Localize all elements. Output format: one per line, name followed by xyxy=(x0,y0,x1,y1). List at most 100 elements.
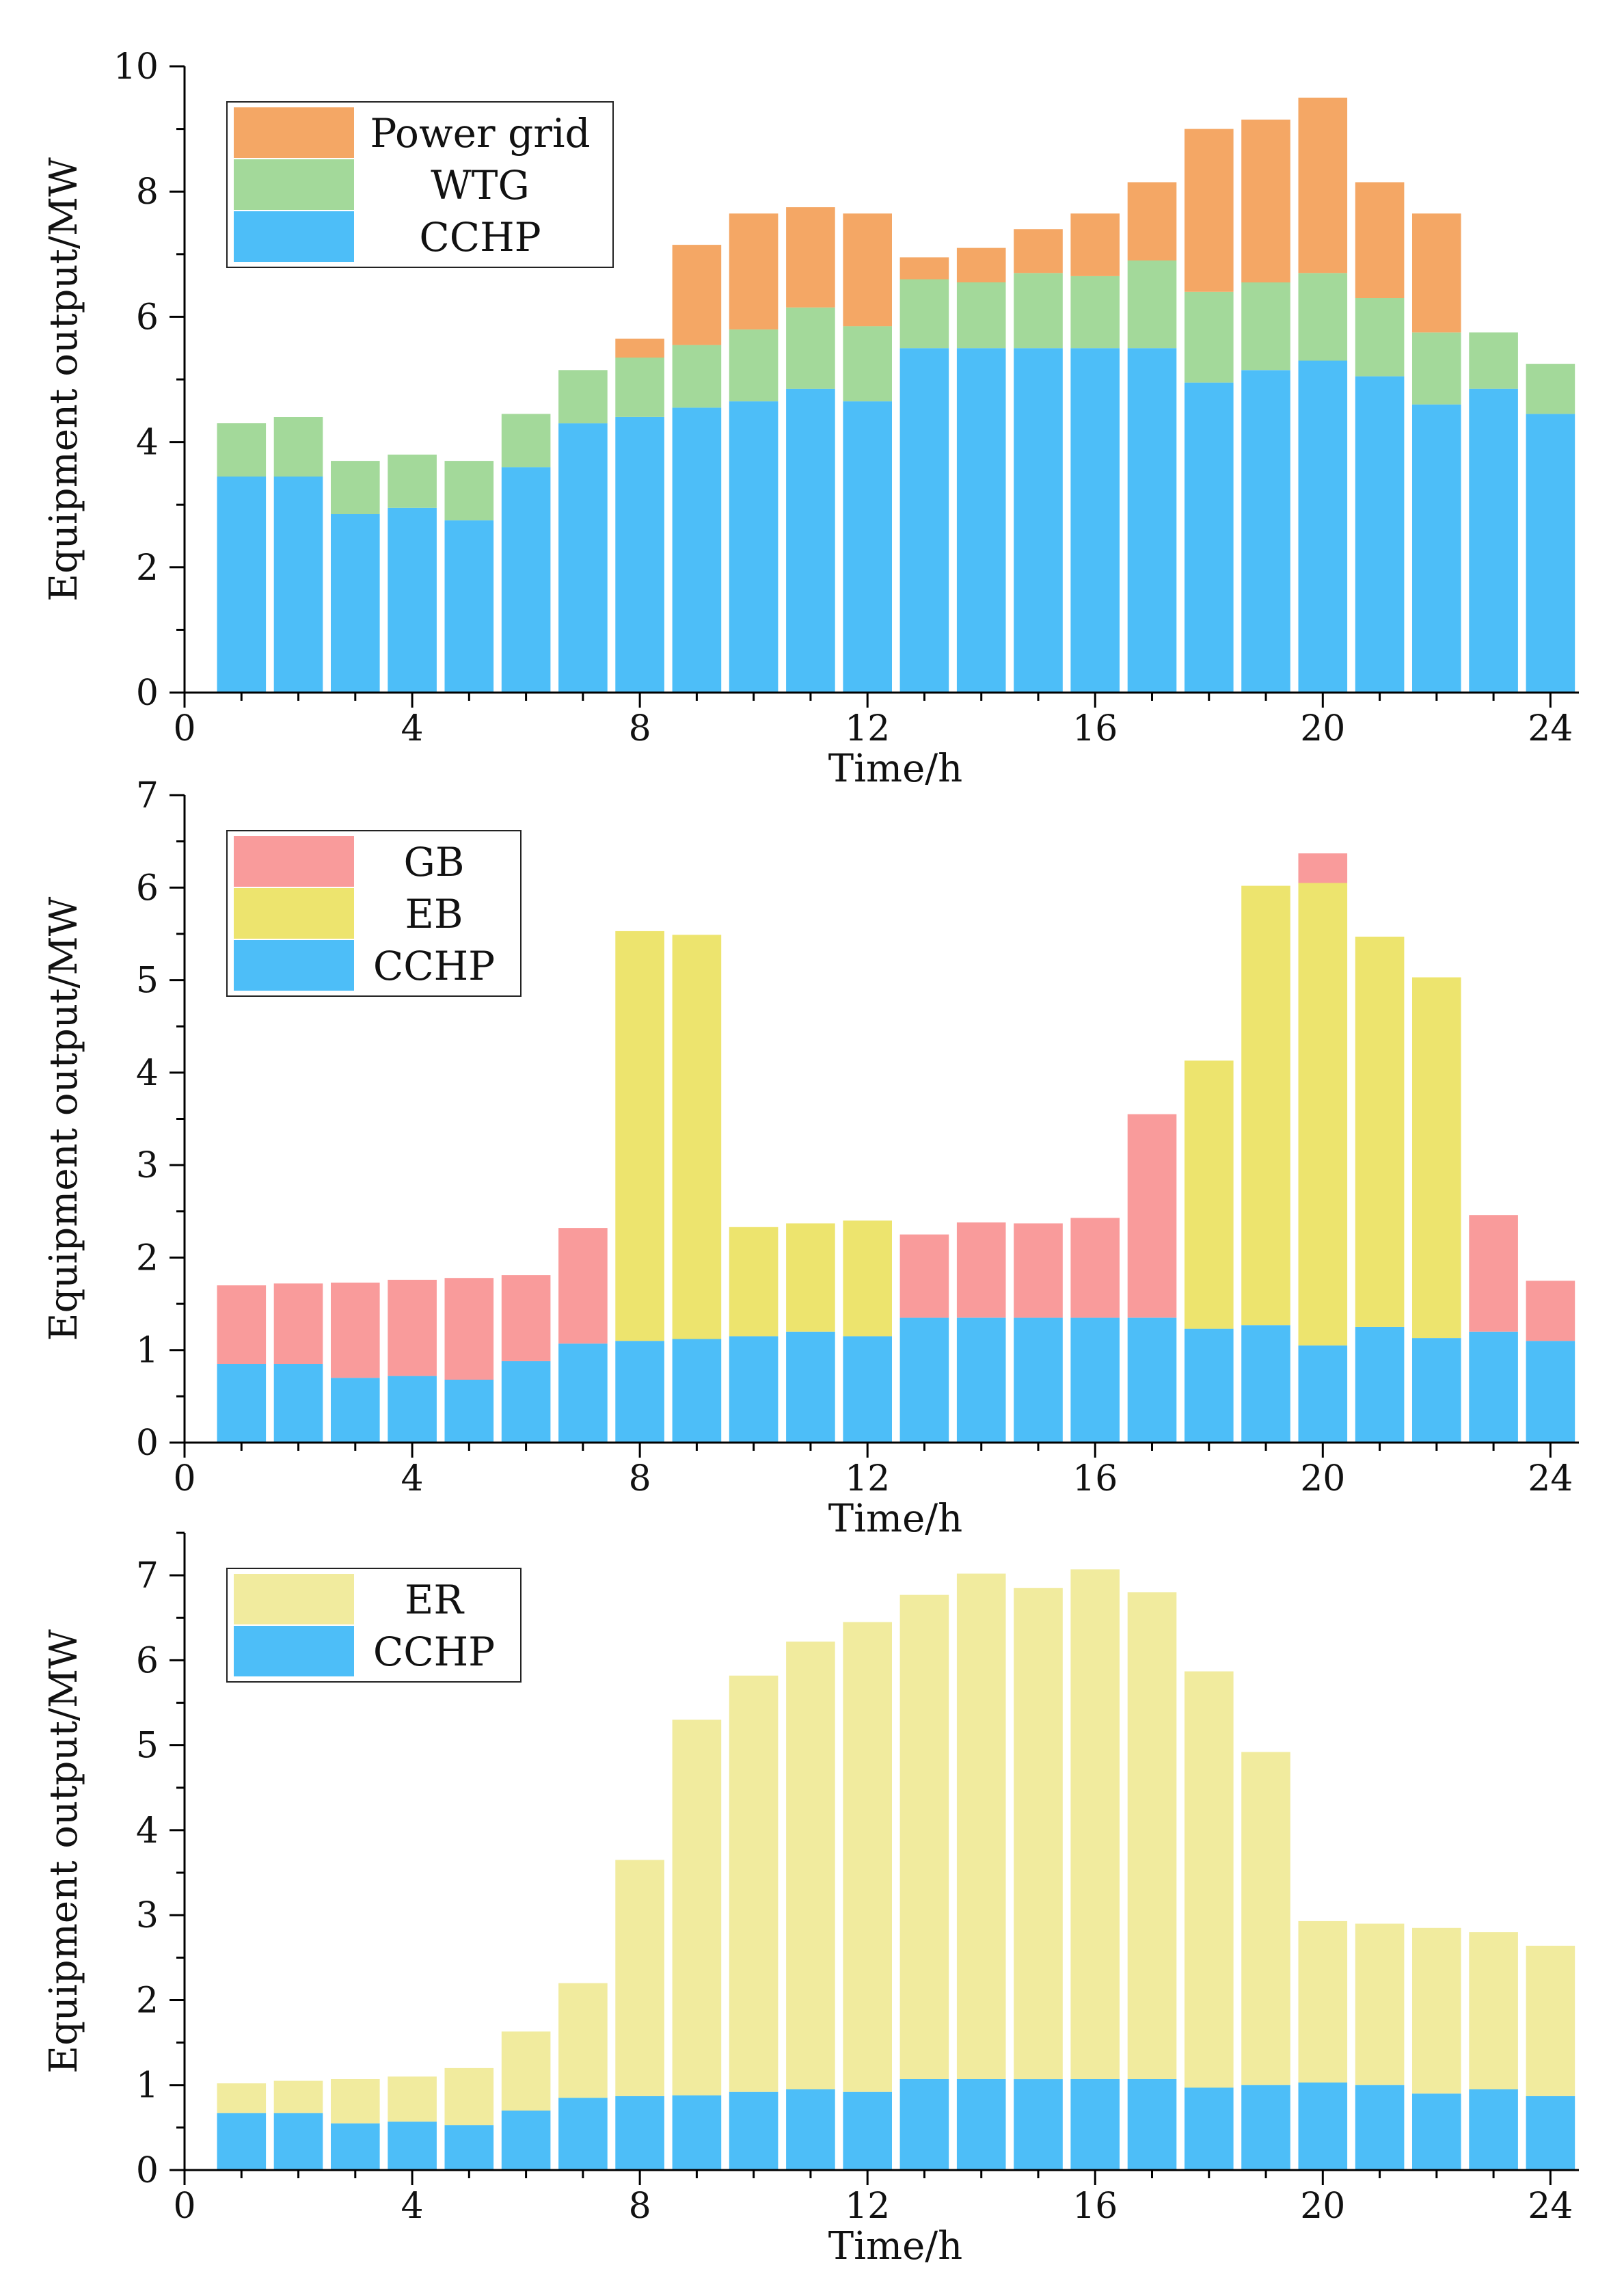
bar-er-h5 xyxy=(444,2067,494,2126)
bar-gb-h1 xyxy=(217,1285,267,1364)
legend-label-er: ER xyxy=(405,1577,465,1623)
bars-group xyxy=(217,853,1575,1443)
bar-wtg-h7 xyxy=(558,370,608,424)
legend-label-wtg: WTG xyxy=(431,162,530,209)
bar-er-h14 xyxy=(956,1573,1006,2079)
bar-gb-h2 xyxy=(273,1283,323,1364)
bar-cchp-h14 xyxy=(956,1317,1006,1443)
x-tick-label: 0 xyxy=(173,1458,195,1499)
bar-cchp-h4 xyxy=(388,1376,437,1443)
bar-er-h6 xyxy=(501,2031,551,2111)
bar-cchp-h15 xyxy=(1014,1317,1063,1443)
bar-cchp-h3 xyxy=(331,513,380,693)
y-tick-label: 8 xyxy=(136,172,159,213)
bar-eb-h12 xyxy=(843,1220,892,1337)
x-tick-label: 20 xyxy=(1300,1458,1345,1499)
legend: GB EB CCHP xyxy=(226,830,522,997)
bar-cchp-h12 xyxy=(843,2091,892,2170)
y-tick-label: 6 xyxy=(136,868,159,909)
bar-cchp-h12 xyxy=(843,401,892,693)
bar-wtg-h8 xyxy=(615,357,664,417)
bar-wtg-h2 xyxy=(273,417,323,477)
bar-cchp-h18 xyxy=(1185,1328,1234,1443)
bar-cchp-h7 xyxy=(558,423,608,693)
bar-gb-h7 xyxy=(558,1228,608,1344)
legend: ER CCHP xyxy=(226,1568,522,1683)
bar-wtg-h22 xyxy=(1412,332,1461,405)
x-tick-label: 12 xyxy=(845,1458,890,1499)
y-tick-label: 1 xyxy=(136,2065,159,2106)
x-tick-label: 8 xyxy=(629,1458,651,1499)
bar-cchp-h20 xyxy=(1298,1346,1348,1443)
bar-cchp-h16 xyxy=(1070,1317,1120,1443)
legend-swatch-wtg xyxy=(234,159,354,210)
bar-cchp-h11 xyxy=(786,2089,835,2170)
bar-er-h12 xyxy=(843,1622,892,2092)
bar-er-h9 xyxy=(672,1719,722,2096)
legend-swatch-cchp xyxy=(234,940,354,991)
bar-er-h19 xyxy=(1241,1752,1290,2085)
x-tick-label: 20 xyxy=(1300,708,1345,749)
bar-er-h8 xyxy=(615,1860,664,2096)
bar-cchp-h13 xyxy=(899,2079,949,2170)
y-tick-label: 7 xyxy=(136,775,159,816)
bar-power-grid-h20 xyxy=(1298,97,1348,273)
bar-wtg-h19 xyxy=(1241,282,1290,371)
legend-label-cchp: CCHP xyxy=(419,214,541,260)
bar-er-h13 xyxy=(899,1594,949,2079)
bar-wtg-h4 xyxy=(388,454,437,508)
bar-wtg-h18 xyxy=(1185,291,1234,383)
legend-label-gb: GB xyxy=(404,839,465,885)
legend-label-cchp: CCHP xyxy=(373,1629,495,1675)
x-tick-label: 4 xyxy=(401,2186,424,2227)
bar-wtg-h14 xyxy=(956,282,1006,349)
x-tick-label: 4 xyxy=(401,1458,424,1499)
y-tick-label: 2 xyxy=(136,548,159,589)
x-tick-label: 24 xyxy=(1528,2186,1573,2227)
bar-power-grid-h19 xyxy=(1241,119,1290,283)
legend-swatch-eb xyxy=(234,888,354,939)
bar-cchp-h13 xyxy=(899,1317,949,1443)
bar-cchp-h4 xyxy=(388,507,437,693)
bar-gb-h13 xyxy=(899,1234,949,1318)
bar-cchp-h6 xyxy=(501,1361,551,1443)
legend-swatch-er xyxy=(234,1574,354,1624)
y-tick-label: 6 xyxy=(136,297,159,338)
y-tick-label: 6 xyxy=(136,1640,159,1681)
legend-swatch-gb xyxy=(234,836,354,887)
y-tick-label: 7 xyxy=(136,1555,159,1596)
legend-label-power-grid: Power grid xyxy=(370,110,590,157)
bar-gb-h15 xyxy=(1014,1223,1063,1318)
bar-cchp-h15 xyxy=(1014,348,1063,693)
bar-cchp-h24 xyxy=(1526,414,1575,693)
bar-er-h16 xyxy=(1070,1569,1120,2079)
bar-cchp-h9 xyxy=(672,2095,722,2170)
bar-eb-h10 xyxy=(729,1227,779,1337)
bar-er-h24 xyxy=(1526,1945,1575,2096)
x-tick-label: 16 xyxy=(1072,708,1118,749)
bar-cchp-h6 xyxy=(501,2111,551,2170)
bar-cchp-h8 xyxy=(615,417,664,693)
bar-cchp-h7 xyxy=(558,2098,608,2170)
bar-er-h7 xyxy=(558,1983,608,2098)
y-tick-label: 5 xyxy=(136,1726,159,1767)
x-tick-label: 16 xyxy=(1072,2186,1118,2227)
bar-power-grid-h15 xyxy=(1014,229,1063,273)
y-tick-label: 0 xyxy=(136,673,159,714)
bar-power-grid-h18 xyxy=(1185,129,1234,292)
bar-power-grid-h9 xyxy=(672,245,722,345)
bar-er-h3 xyxy=(331,2079,380,2124)
bar-cchp-h17 xyxy=(1127,348,1177,693)
x-axis-title: Time/h xyxy=(828,1497,962,1541)
bar-power-grid-h8 xyxy=(615,338,664,358)
bar-cchp-h11 xyxy=(786,388,835,693)
bar-cchp-h13 xyxy=(899,348,949,693)
legend-swatch-cchp xyxy=(234,1626,354,1676)
bar-power-grid-h22 xyxy=(1412,213,1461,333)
bar-cchp-h8 xyxy=(615,2096,664,2170)
bar-cchp-h22 xyxy=(1412,404,1461,693)
y-tick-label: 3 xyxy=(136,1145,159,1186)
bar-cchp-h7 xyxy=(558,1343,608,1443)
